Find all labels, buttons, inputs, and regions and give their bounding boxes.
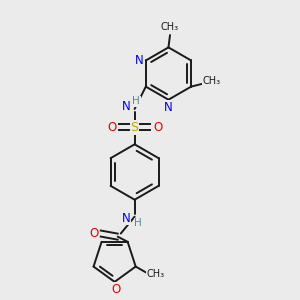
Text: CH₃: CH₃	[202, 76, 220, 86]
Text: N: N	[122, 100, 130, 113]
Text: O: O	[112, 283, 121, 296]
Text: N: N	[135, 54, 143, 67]
Text: O: O	[107, 121, 116, 134]
Text: H: H	[132, 96, 140, 106]
Text: H: H	[134, 218, 142, 228]
Text: N: N	[122, 212, 130, 225]
Text: N: N	[164, 101, 173, 114]
Text: CH₃: CH₃	[161, 22, 179, 32]
Text: O: O	[153, 121, 162, 134]
Text: S: S	[130, 121, 139, 134]
Text: CH₃: CH₃	[146, 269, 164, 279]
Text: O: O	[89, 227, 99, 240]
